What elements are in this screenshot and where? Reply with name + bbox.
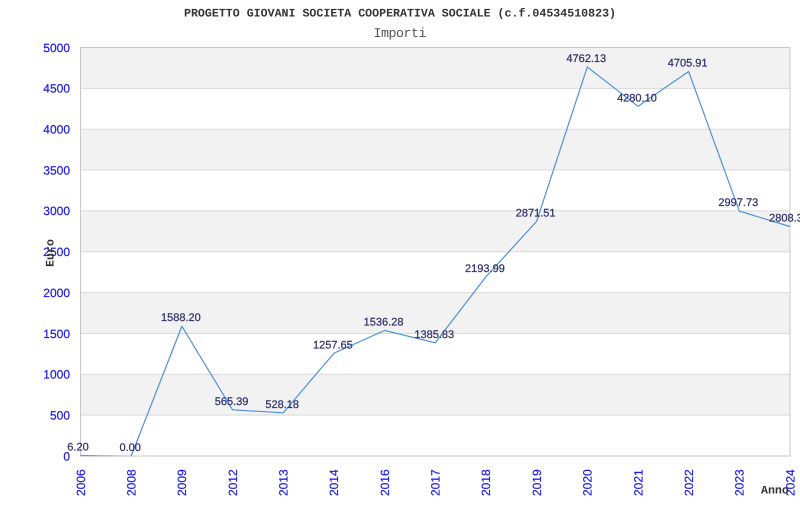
- svg-text:Anno: Anno: [761, 485, 789, 498]
- svg-text:500: 500: [50, 408, 70, 422]
- svg-text:6.20: 6.20: [67, 441, 88, 453]
- svg-text:PROGETTO GIOVANI SOCIETA COOPE: PROGETTO GIOVANI SOCIETA COOPERATIVA SOC…: [184, 8, 616, 21]
- svg-text:565.39: 565.39: [215, 396, 249, 408]
- svg-text:2016: 2016: [378, 469, 392, 496]
- svg-text:2022: 2022: [682, 469, 696, 496]
- svg-text:1500: 1500: [43, 327, 70, 341]
- svg-text:4000: 4000: [43, 123, 70, 137]
- svg-text:3000: 3000: [43, 204, 70, 218]
- svg-text:2006: 2006: [74, 469, 88, 496]
- svg-text:3500: 3500: [43, 163, 70, 177]
- svg-text:2014: 2014: [327, 469, 341, 496]
- svg-text:2023: 2023: [733, 469, 747, 496]
- svg-text:4705.91: 4705.91: [668, 58, 708, 70]
- svg-text:Euro: Euro: [45, 239, 58, 267]
- svg-text:2009: 2009: [175, 469, 189, 496]
- svg-text:1536.28: 1536.28: [364, 316, 404, 328]
- svg-text:2024: 2024: [783, 469, 797, 496]
- svg-text:528.18: 528.18: [265, 399, 299, 411]
- svg-text:2013: 2013: [277, 469, 291, 496]
- svg-text:2018: 2018: [479, 469, 493, 496]
- svg-text:2019: 2019: [530, 469, 544, 496]
- svg-text:1000: 1000: [43, 368, 70, 382]
- svg-text:2008: 2008: [124, 469, 138, 496]
- svg-text:2017: 2017: [429, 469, 443, 496]
- svg-text:2500: 2500: [43, 245, 70, 259]
- svg-text:5000: 5000: [43, 41, 70, 55]
- svg-text:4762.13: 4762.13: [566, 53, 606, 65]
- svg-text:2012: 2012: [226, 469, 240, 496]
- svg-text:1385.83: 1385.83: [414, 329, 454, 341]
- svg-text:0: 0: [63, 449, 70, 463]
- svg-text:2020: 2020: [581, 469, 595, 496]
- svg-text:1588.20: 1588.20: [161, 312, 201, 324]
- svg-text:2000: 2000: [43, 286, 70, 300]
- svg-text:1257.65: 1257.65: [313, 339, 353, 351]
- svg-text:Importi: Importi: [374, 26, 427, 41]
- svg-text:2021: 2021: [631, 469, 645, 496]
- svg-text:2193.99: 2193.99: [465, 263, 505, 275]
- svg-text:2808.38: 2808.38: [769, 213, 800, 225]
- svg-text:4500: 4500: [43, 82, 70, 96]
- svg-text:2997.73: 2997.73: [718, 197, 758, 209]
- svg-text:0.00: 0.00: [119, 442, 140, 454]
- svg-text:4280.10: 4280.10: [617, 92, 657, 104]
- svg-text:2871.51: 2871.51: [516, 207, 556, 219]
